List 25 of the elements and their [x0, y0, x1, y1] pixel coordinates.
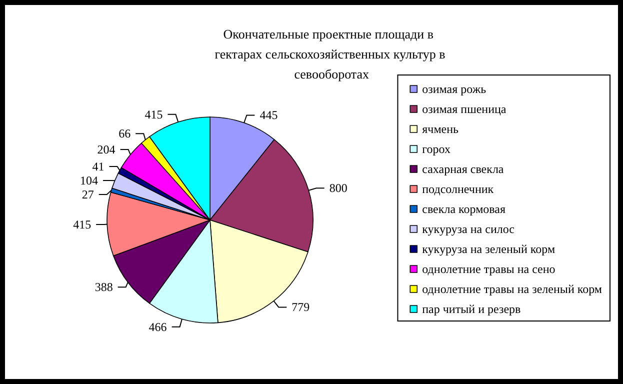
data-label: 388	[94, 280, 113, 294]
legend-label: горох	[422, 142, 450, 156]
data-label: 779	[292, 300, 310, 314]
legend-label: однолетние травы на сено	[422, 262, 556, 276]
data-label: 415	[73, 218, 92, 232]
legend-label: ячмень	[422, 122, 460, 136]
data-label: 800	[329, 181, 348, 196]
data-label: 66	[118, 126, 131, 141]
data-label: 104	[80, 174, 98, 188]
legend-label: озимая пшеница	[422, 102, 507, 116]
legend-label: свекла кормовая	[422, 202, 506, 216]
data-label: 466	[148, 320, 167, 334]
legend-label: пар читый и резерв	[422, 302, 522, 316]
legend-label: однолетние травы на зеленый корм	[422, 282, 602, 296]
data-label: 445	[260, 108, 278, 122]
legend-label: озимая рожь	[422, 82, 487, 96]
data-label: 204	[97, 142, 116, 157]
chart-title: Окончательные проектные площади в гектарах сельскохозяйственных культур в севооборотах	[214, 26, 446, 82]
legend-label: кукуруза на зеленый корм	[422, 242, 556, 256]
data-label: 27	[82, 188, 94, 202]
data-label: 41	[92, 160, 104, 174]
legend-label: подсолнечник	[422, 182, 494, 196]
data-label: 415	[144, 107, 163, 122]
legend-label: кукуруза на силос	[422, 222, 514, 236]
legend-label: сахарная свекла	[422, 162, 504, 176]
